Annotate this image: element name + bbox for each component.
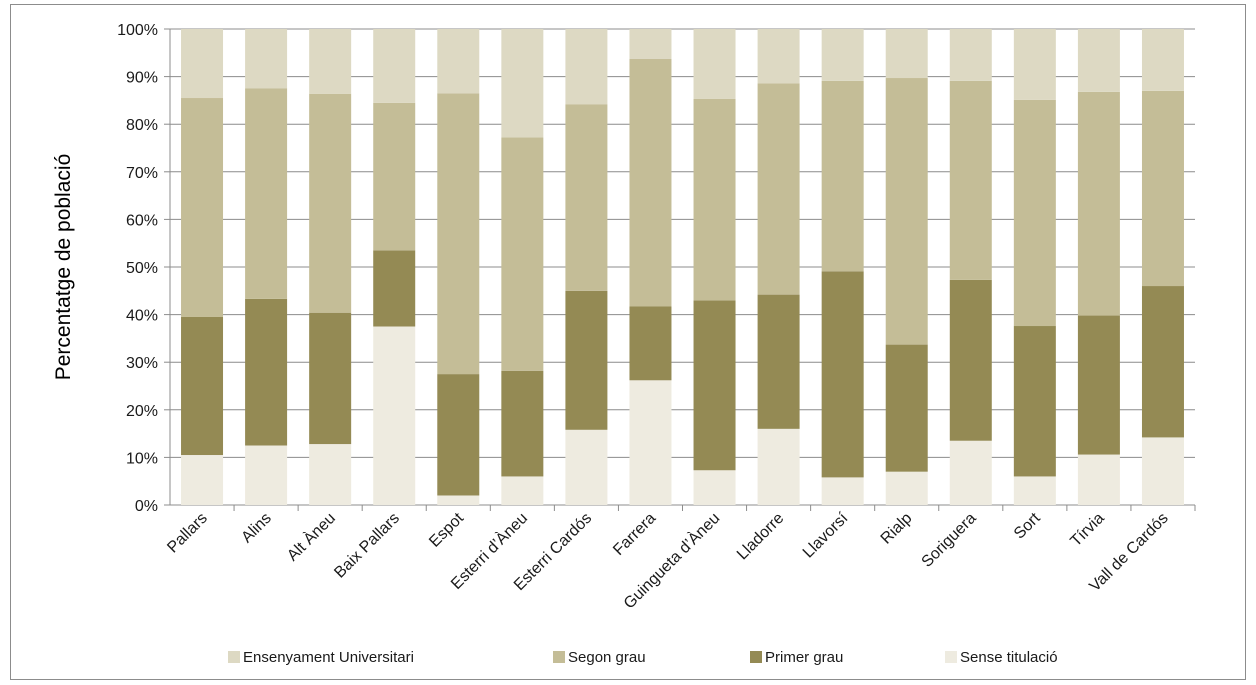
y-axis-title: Percentatge de població [52, 154, 75, 381]
bar-segment [565, 29, 608, 105]
bar-segment [437, 374, 480, 496]
bar-segment [693, 470, 736, 505]
bar-segment [629, 306, 672, 381]
x-tick-label: Tírvia [1067, 510, 1107, 550]
bar-segment [949, 80, 992, 280]
bar-segment [949, 440, 992, 505]
bar-segment [757, 83, 800, 295]
bar-segment [181, 316, 224, 456]
bar-segment [1141, 286, 1184, 438]
legend-swatch [945, 651, 957, 663]
bar-segment [437, 29, 480, 94]
bar-segment [885, 78, 928, 345]
bar-segment [1141, 437, 1184, 505]
bar-segment [437, 495, 480, 505]
bar-segment [1077, 29, 1120, 92]
bar-segment [757, 428, 800, 505]
bar-segment [1013, 29, 1056, 100]
x-tick-label: Alt Àneu [283, 508, 339, 564]
bar-segment [693, 29, 736, 99]
bar-segment [821, 477, 864, 505]
bar-segment [693, 300, 736, 471]
x-tick-label: Baix Pallars [331, 510, 403, 582]
bar-segment [565, 104, 608, 291]
bar-segment [245, 298, 288, 446]
x-tick-label: Soriguera [919, 510, 980, 571]
bar-segment [373, 250, 416, 327]
bar-segment [757, 294, 800, 429]
bar-segment [245, 88, 288, 299]
y-tick-label: 50% [126, 260, 158, 277]
legend-label: Segon grau [568, 649, 646, 666]
bar-segment [501, 476, 544, 505]
bar-segment [181, 29, 224, 99]
x-tick-label: Farrera [610, 510, 659, 559]
bar-segment [821, 80, 864, 272]
bar-segment [757, 29, 800, 84]
x-tick-label: Alins [238, 510, 275, 547]
bar-segment [949, 279, 992, 441]
x-tick-label: Pallars [164, 510, 211, 557]
bar-segment [1141, 90, 1184, 287]
bar-segment [1013, 99, 1056, 327]
y-tick-label: 0% [135, 498, 158, 515]
y-tick-label: 90% [126, 70, 158, 87]
bar-segment [1077, 454, 1120, 505]
x-tick-label: Rialp [878, 510, 916, 548]
bar-segment [885, 471, 928, 505]
y-tick-label: 100% [117, 22, 158, 39]
bar-segment [1141, 29, 1184, 91]
bar-segment [373, 326, 416, 505]
bar-segment [885, 29, 928, 79]
y-tick-label: 60% [126, 212, 158, 229]
legend-swatch [228, 651, 240, 663]
y-tick-label: 80% [126, 117, 158, 134]
x-tick-label: Llavorsí [800, 509, 852, 561]
x-tick-label: Sort [1011, 509, 1044, 542]
bar-segment [373, 102, 416, 251]
y-tick-label: 30% [126, 355, 158, 372]
bar-segment [1013, 476, 1056, 505]
bar-segment [1013, 326, 1056, 477]
legend-label: Primer grau [765, 649, 843, 666]
y-tick-label: 40% [126, 308, 158, 325]
bar-segment [309, 444, 352, 505]
legend-swatch [750, 651, 762, 663]
x-tick-label: Espot [426, 509, 467, 550]
bar-segment [309, 312, 352, 445]
bar-segment [693, 98, 736, 301]
y-tick-label: 10% [126, 450, 158, 467]
bar-segment [245, 29, 288, 89]
bar-segment [565, 290, 608, 430]
bar-segment [181, 98, 224, 317]
bar-segment [885, 344, 928, 472]
y-tick-label: 70% [126, 165, 158, 182]
bar-segment [245, 445, 288, 505]
legend-label: Sense titulació [960, 649, 1058, 666]
bar-segment [373, 29, 416, 103]
bar-segment [1077, 315, 1120, 455]
bar-segment [949, 29, 992, 81]
bar-segment [437, 93, 480, 375]
bar-segment [309, 93, 352, 313]
bar-segment [1077, 91, 1120, 316]
bar-segment [629, 380, 672, 505]
bar-segment [629, 58, 672, 307]
legend-label: Ensenyament Universitari [243, 649, 414, 666]
bar-segment [629, 29, 672, 59]
bar-segment [501, 370, 544, 477]
bar-segment [181, 455, 224, 505]
bar-segment [501, 29, 544, 138]
bar-segment [821, 271, 864, 478]
legend-swatch [553, 651, 565, 663]
bar-segment [309, 29, 352, 94]
bar-segment [565, 429, 608, 505]
bar-segment [821, 29, 864, 81]
bar-segment [501, 137, 544, 371]
y-tick-label: 20% [126, 403, 158, 420]
x-tick-label: Lladorre [734, 510, 788, 564]
